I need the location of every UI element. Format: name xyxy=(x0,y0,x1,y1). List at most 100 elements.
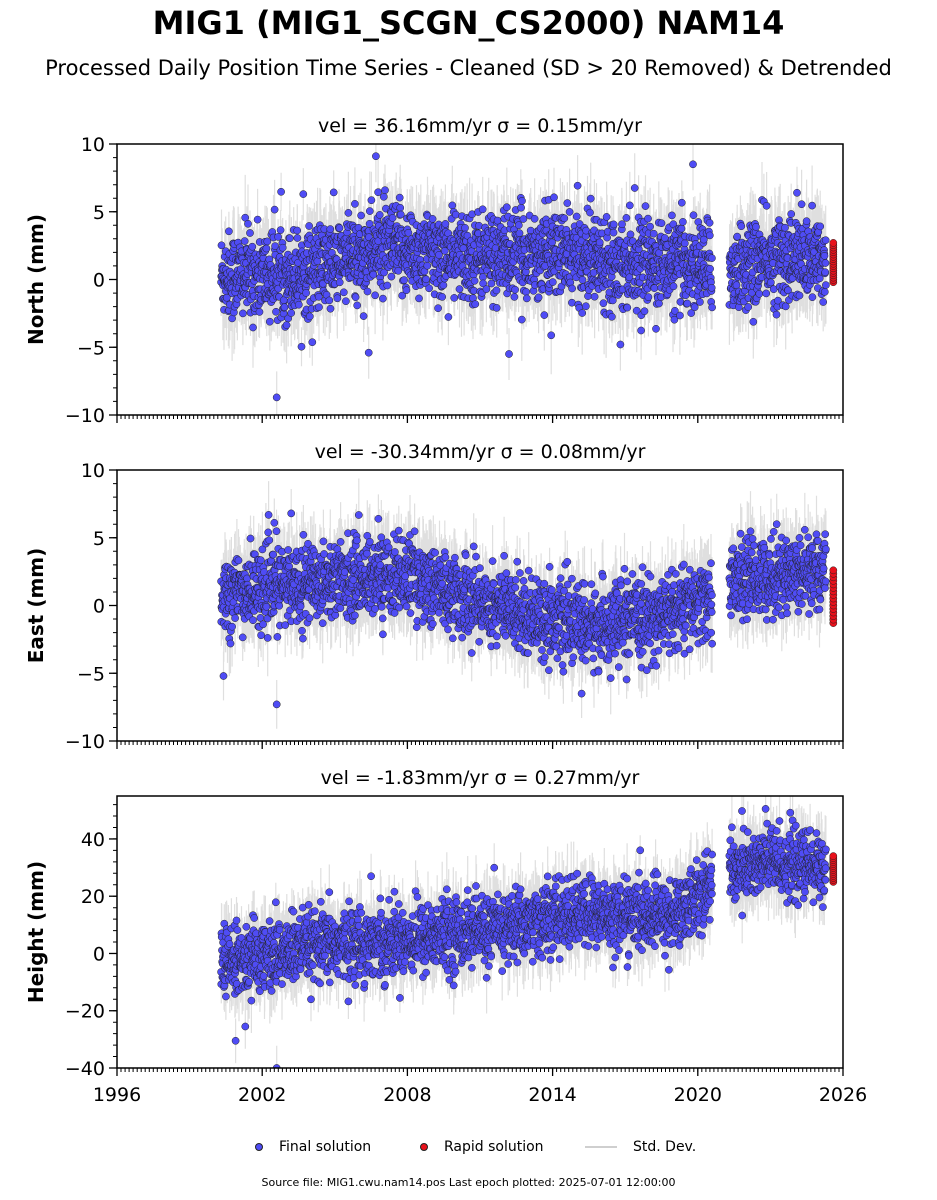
final-point xyxy=(378,614,387,623)
final-point xyxy=(590,292,599,301)
final-point xyxy=(365,219,374,228)
final-point xyxy=(762,201,771,210)
final-point xyxy=(285,234,294,243)
final-point xyxy=(253,215,262,224)
final-point xyxy=(625,649,634,658)
final-point xyxy=(367,196,376,205)
final-point xyxy=(513,557,522,566)
final-point xyxy=(591,589,600,598)
final-point xyxy=(325,296,334,305)
final-point xyxy=(611,649,619,658)
final-point xyxy=(434,304,442,313)
final-point xyxy=(482,285,491,293)
final-point xyxy=(248,242,257,251)
final-point xyxy=(298,626,306,635)
final-point xyxy=(471,300,480,308)
final-point xyxy=(708,591,716,600)
final-point xyxy=(335,224,344,232)
final-point xyxy=(530,214,539,223)
final-point xyxy=(599,572,607,581)
final-point xyxy=(302,289,310,297)
final-point xyxy=(263,237,272,246)
final-point xyxy=(743,615,751,624)
final-point xyxy=(455,285,464,293)
final-point xyxy=(365,233,373,242)
final-point xyxy=(652,324,660,333)
final-point xyxy=(727,611,735,620)
final-point xyxy=(428,619,437,628)
final-point xyxy=(450,294,459,302)
final-point xyxy=(644,214,652,223)
final-point xyxy=(761,605,770,614)
final-point xyxy=(293,226,302,235)
final-point xyxy=(469,542,478,551)
final-point xyxy=(793,188,801,197)
final-point xyxy=(637,580,646,588)
final-point xyxy=(240,237,249,245)
final-point xyxy=(677,224,686,233)
final-point xyxy=(642,666,651,675)
final-point xyxy=(404,228,413,237)
y-tick-label: −5 xyxy=(77,337,105,359)
final-point xyxy=(687,309,696,317)
final-point xyxy=(660,234,669,242)
final-point xyxy=(516,569,524,577)
final-point xyxy=(682,621,690,630)
final-point xyxy=(231,614,239,622)
final-point xyxy=(246,229,254,237)
final-point xyxy=(650,284,659,292)
final-point xyxy=(782,536,791,545)
final-point xyxy=(781,223,789,232)
final-point xyxy=(524,649,532,657)
final-point xyxy=(505,350,513,358)
final-point xyxy=(680,649,689,658)
final-point xyxy=(578,309,587,317)
final-point xyxy=(594,667,603,676)
final-point xyxy=(272,527,281,536)
final-point xyxy=(217,241,226,250)
final-point xyxy=(560,586,568,595)
final-point xyxy=(511,285,519,294)
final-point xyxy=(587,580,596,589)
final-point xyxy=(395,603,404,612)
final-point xyxy=(400,276,408,284)
final-point xyxy=(263,634,272,642)
final-point xyxy=(226,639,235,648)
final-point xyxy=(679,560,688,569)
final-point xyxy=(736,529,745,538)
final-point xyxy=(371,291,379,300)
final-point xyxy=(363,287,372,296)
final-point xyxy=(299,190,308,198)
final-point xyxy=(476,564,484,572)
final-point xyxy=(479,279,487,288)
final-point xyxy=(264,511,273,519)
final-point xyxy=(396,210,405,219)
final-point xyxy=(262,602,271,611)
final-point xyxy=(369,270,378,279)
panel-title: vel = -30.34mm/yr σ = 0.08mm/yr xyxy=(315,441,646,463)
final-point xyxy=(679,218,687,226)
final-point xyxy=(522,294,531,303)
final-point xyxy=(320,550,328,558)
final-point xyxy=(515,229,524,238)
final-point xyxy=(258,545,267,554)
chart-subtitle: Processed Daily Position Time Series - C… xyxy=(45,56,892,80)
final-point xyxy=(353,536,361,545)
final-point xyxy=(755,289,764,298)
final-point xyxy=(540,311,549,319)
final-point xyxy=(820,288,829,296)
final-point xyxy=(668,587,676,596)
final-point xyxy=(487,279,496,288)
final-point xyxy=(391,548,399,556)
final-point xyxy=(470,276,479,285)
final-point xyxy=(628,570,637,578)
final-point xyxy=(396,203,405,212)
final-point xyxy=(438,579,447,588)
final-point xyxy=(276,226,285,234)
final-point xyxy=(581,656,590,665)
final-point xyxy=(470,286,478,295)
final-point xyxy=(563,580,572,589)
final-point xyxy=(534,293,543,302)
final-point xyxy=(272,307,280,316)
final-point xyxy=(774,296,782,305)
